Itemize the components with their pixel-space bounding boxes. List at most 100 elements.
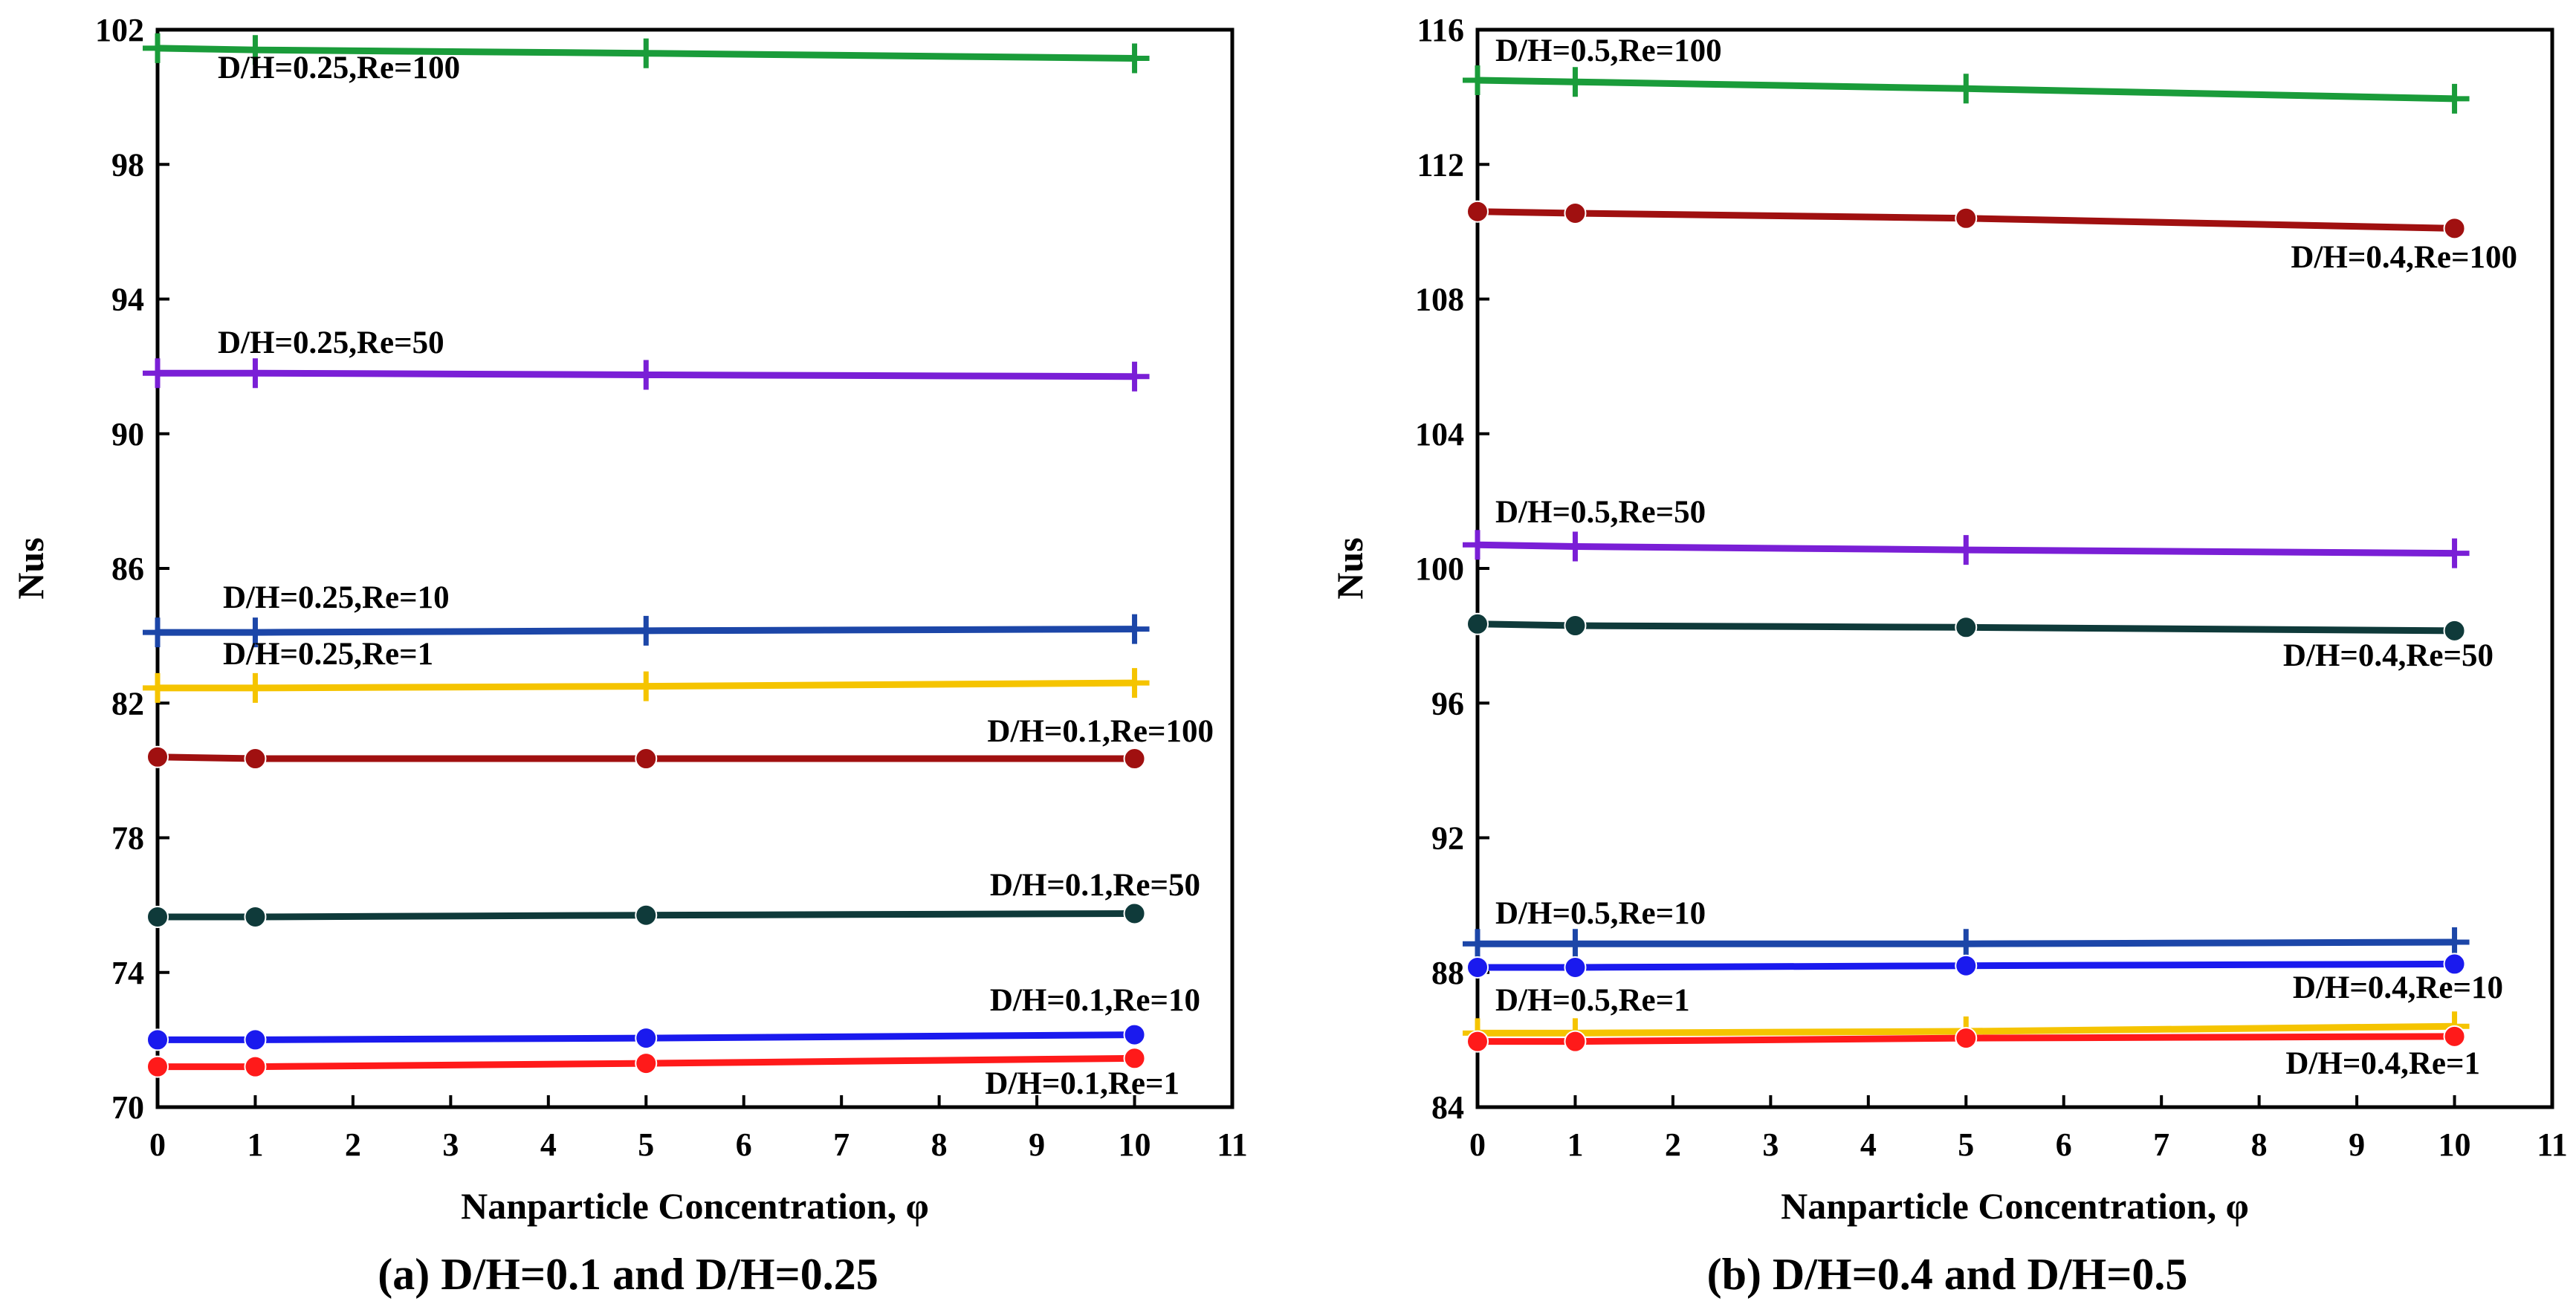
data-point xyxy=(1463,929,1492,959)
data-point xyxy=(146,745,169,768)
data-point xyxy=(2443,217,2466,240)
y-tick-label: 112 xyxy=(1417,146,1464,183)
data-point xyxy=(143,617,172,648)
series-D/H=0.4,Re=10: D/H=0.4,Re=10 xyxy=(1466,953,2503,1005)
x-tick-label: 1 xyxy=(1567,1126,1583,1163)
data-point xyxy=(1466,200,1489,223)
series-label: D/H=0.5,Re=10 xyxy=(1495,896,1706,931)
data-point xyxy=(1466,956,1489,979)
x-tick-label: 3 xyxy=(1762,1126,1779,1163)
x-tick-label: 9 xyxy=(2349,1126,2365,1163)
data-point xyxy=(631,360,661,390)
series-line xyxy=(1474,1022,2459,1037)
plot-frame xyxy=(155,27,1234,1109)
x-tick-label: 7 xyxy=(833,1126,850,1163)
data-point xyxy=(1123,1023,1146,1046)
data-point xyxy=(1463,530,1492,560)
series-line xyxy=(1474,960,2459,971)
y-tick-label: 102 xyxy=(95,12,144,48)
data-point xyxy=(1119,43,1150,74)
data-point xyxy=(631,38,661,68)
data-point xyxy=(635,747,658,771)
y-tick-label: 96 xyxy=(1431,685,1464,721)
series-line xyxy=(1474,620,2459,635)
series-line xyxy=(154,679,1139,692)
y-tick-label: 82 xyxy=(111,685,144,721)
y-tick-label: 78 xyxy=(111,820,144,857)
data-point xyxy=(1951,535,1981,565)
series-D/H=0.4,Re=1: D/H=0.4,Re=1 xyxy=(1466,1025,2480,1081)
data-point xyxy=(2439,927,2470,957)
series-label: D/H=0.5,Re=1 xyxy=(1495,983,1690,1018)
x-tick-label: 7 xyxy=(2153,1126,2169,1163)
data-point xyxy=(1123,747,1146,771)
y-tick-label: 88 xyxy=(1431,955,1464,991)
series-D/H=0.4,Re=50: D/H=0.4,Re=50 xyxy=(1466,612,2494,673)
data-point xyxy=(631,671,661,701)
data-point xyxy=(635,1027,658,1050)
data-point xyxy=(1560,531,1590,562)
x-tick-label: 0 xyxy=(1469,1126,1486,1163)
data-point xyxy=(1123,902,1146,925)
data-point xyxy=(2439,83,2470,114)
y-tick-label: 100 xyxy=(1415,551,1464,587)
x-tick-label: 11 xyxy=(1217,1126,1248,1163)
data-point xyxy=(2443,1025,2466,1048)
data-point xyxy=(1463,65,1492,95)
series-label: D/H=0.5,Re=50 xyxy=(1495,495,1706,530)
y-tick-label: 104 xyxy=(1415,416,1464,453)
data-point xyxy=(1955,954,1978,977)
x-tick-label: 5 xyxy=(638,1126,654,1163)
series-D/H=0.1,Re=10: D/H=0.1,Re=10 xyxy=(146,983,1200,1051)
x-axis-label: Nanparticle Concentration, φ xyxy=(461,1185,929,1227)
series-label: D/H=0.4,Re=1 xyxy=(2285,1046,2480,1081)
data-point xyxy=(1560,67,1590,97)
x-tick-label: 5 xyxy=(1958,1126,1974,1163)
series-line xyxy=(154,369,1139,380)
series-D/H=0.25,Re=50: D/H=0.25,Re=50 xyxy=(143,325,1150,392)
x-tick-label: 6 xyxy=(736,1126,752,1163)
series-D/H=0.5,Re=100: D/H=0.5,Re=100 xyxy=(1463,33,2470,114)
data-point xyxy=(244,1028,267,1051)
x-tick-label: 1 xyxy=(247,1126,263,1163)
x-tick-label: 2 xyxy=(1665,1126,1681,1163)
x-tick-label: 0 xyxy=(149,1126,166,1163)
series-line xyxy=(154,45,1139,62)
data-point xyxy=(2443,953,2466,976)
data-point xyxy=(146,1055,169,1078)
series-label: D/H=0.1,Re=10 xyxy=(990,983,1200,1018)
panel-caption: (a) D/H=0.1 and D/H=0.25 xyxy=(378,1250,878,1299)
x-tick-label: 11 xyxy=(2537,1126,2568,1163)
series-label: D/H=0.25,Re=1 xyxy=(223,637,433,672)
data-point xyxy=(2443,619,2466,642)
x-tick-label: 2 xyxy=(345,1126,361,1163)
data-point xyxy=(1119,614,1150,644)
series-D/H=0.4,Re=100: D/H=0.4,Re=100 xyxy=(1466,200,2517,275)
data-point xyxy=(244,747,267,771)
x-axis-label: Nanparticle Concentration, φ xyxy=(1781,1185,2249,1227)
data-point xyxy=(240,672,271,703)
series-label: D/H=0.4,Re=100 xyxy=(2291,240,2517,275)
series-label: D/H=0.4,Re=10 xyxy=(2293,970,2503,1005)
data-point xyxy=(143,33,172,63)
y-tick-label: 92 xyxy=(1431,820,1464,857)
data-point xyxy=(1564,201,1587,224)
data-point xyxy=(146,1028,169,1051)
data-point xyxy=(143,358,172,389)
series-line xyxy=(1474,1033,2459,1045)
series-D/H=0.25,Re=1: D/H=0.25,Re=1 xyxy=(143,637,1150,703)
panel-caption: (b) D/H=0.4 and D/H=0.5 xyxy=(1707,1250,2188,1299)
series-D/H=0.5,Re=50: D/H=0.5,Re=50 xyxy=(1463,495,2470,568)
series-label: D/H=0.1,Re=1 xyxy=(985,1066,1179,1101)
series-D/H=0.1,Re=100: D/H=0.1,Re=100 xyxy=(146,714,1214,771)
series-D/H=0.25,Re=100: D/H=0.25,Re=100 xyxy=(143,33,1150,85)
series-label: D/H=0.5,Re=100 xyxy=(1495,33,1722,68)
data-point xyxy=(1564,956,1587,979)
y-tick-label: 108 xyxy=(1415,282,1464,318)
x-tick-label: 4 xyxy=(540,1126,557,1163)
data-point xyxy=(631,615,661,646)
data-point xyxy=(1119,668,1150,698)
series-label: D/H=0.1,Re=100 xyxy=(987,714,1214,749)
series-label: D/H=0.25,Re=10 xyxy=(223,580,450,615)
